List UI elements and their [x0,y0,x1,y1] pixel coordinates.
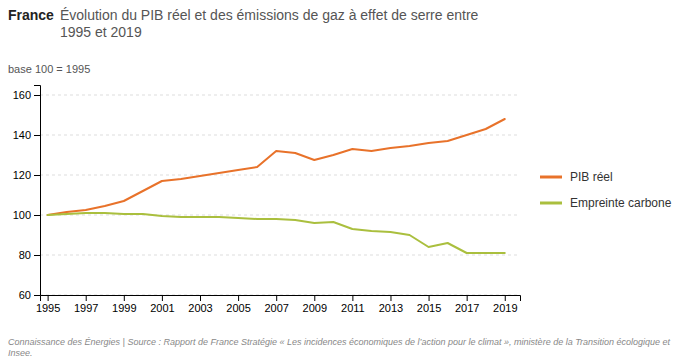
tick-label: 2007 [264,302,288,314]
tick-mark [314,295,315,301]
grid-line [40,135,520,136]
tick-mark [162,295,163,301]
legend-label: PIB réel [570,170,613,184]
tick-mark [505,295,506,301]
tick-label: 2015 [417,302,441,314]
tick-label: 1997 [74,302,98,314]
tick-mark [86,295,87,301]
legend-item: Empreinte carbone [540,196,672,210]
tick-label: 80 [19,249,31,261]
tick-label: 2019 [493,302,517,314]
tick-mark [34,135,40,136]
series-group [48,119,505,253]
tick-label: 2001 [150,302,174,314]
legend-swatch [540,176,562,179]
grid-line [40,95,520,96]
tick: 1999 [112,295,136,314]
series-line [48,213,505,253]
tick: 140 [13,129,40,141]
legend: PIB réel Empreinte carbone [540,170,672,210]
tick: 60 [19,289,40,301]
tick-mark [34,295,40,296]
x-axis: 1995 1997 1999 2001 2003 2005 2007 2009 2011 2013… [36,295,521,314]
tick-label: 60 [19,289,31,301]
tick-label: 2003 [188,302,212,314]
axis-line [34,86,41,296]
footnote-line: Connaissance des Énergies | Source : Rap… [8,337,673,347]
tick-label: 120 [13,169,31,181]
tick-mark [34,215,40,216]
tick: 2015 [417,295,441,314]
tick: 2005 [226,295,250,314]
grid [40,95,520,295]
tick-mark [352,295,353,301]
y-axis: 60 80 100 120 140 160 [13,86,41,302]
footnote: Connaissance des Énergies | Source : Rap… [8,337,673,358]
series-line [48,119,505,215]
tick: 2011 [341,295,365,314]
subtitle: Évolution du PIB réel et des émissions d… [60,7,479,40]
tick-label: 2013 [379,302,403,314]
tick-mark [429,295,430,301]
tick: 2003 [188,295,212,314]
tick: 160 [13,89,40,101]
legend-label: Empreinte carbone [570,196,672,210]
tick: 2007 [264,295,288,314]
y-axis-label: base 100 = 1995 [8,63,90,75]
chart: France Évolution du PIB réel et des émiss… [0,0,700,363]
tick-label: 160 [13,89,31,101]
tick-label: 2011 [341,302,365,314]
tick-mark [48,295,49,301]
tick: 1995 [36,295,60,314]
tick-label: 140 [13,129,31,141]
tick-label: 2017 [455,302,479,314]
tick: 2001 [150,295,174,314]
tick-label: 2005 [226,302,250,314]
legend-item: PIB réel [540,170,613,184]
grid-line [40,175,520,176]
subtitle-line: Évolution du PIB réel et des émissions d… [60,7,479,23]
tick: 100 [13,209,40,221]
tick-mark [467,295,468,301]
tick-mark [34,95,40,96]
tick: 1997 [74,295,98,314]
tick: 2013 [379,295,403,314]
tick-mark [390,295,391,301]
tick: 2019 [493,295,517,314]
tick-mark [200,295,201,301]
tick: 120 [13,169,40,181]
title: France [8,7,54,23]
tick-label: 1999 [112,302,136,314]
tick-mark [276,295,277,301]
footnote-line: Insee. [8,348,33,358]
tick-mark [238,295,239,301]
tick-mark [34,175,40,176]
tick: 2017 [455,295,479,314]
grid-line [40,215,520,216]
plot: 1995 1997 1999 2001 2003 2005 2007 2009 2011 2013… [13,86,521,314]
subtitle-line: 1995 et 2019 [60,24,142,40]
grid-line [40,255,520,256]
tick: 2009 [303,295,327,314]
tick-label: 100 [13,209,31,221]
tick-label: 1995 [36,302,60,314]
legend-swatch [540,202,562,205]
tick-mark [34,255,40,256]
tick: 80 [19,249,40,261]
tick-mark [124,295,125,301]
axis-line [41,296,521,302]
tick-label: 2009 [303,302,327,314]
